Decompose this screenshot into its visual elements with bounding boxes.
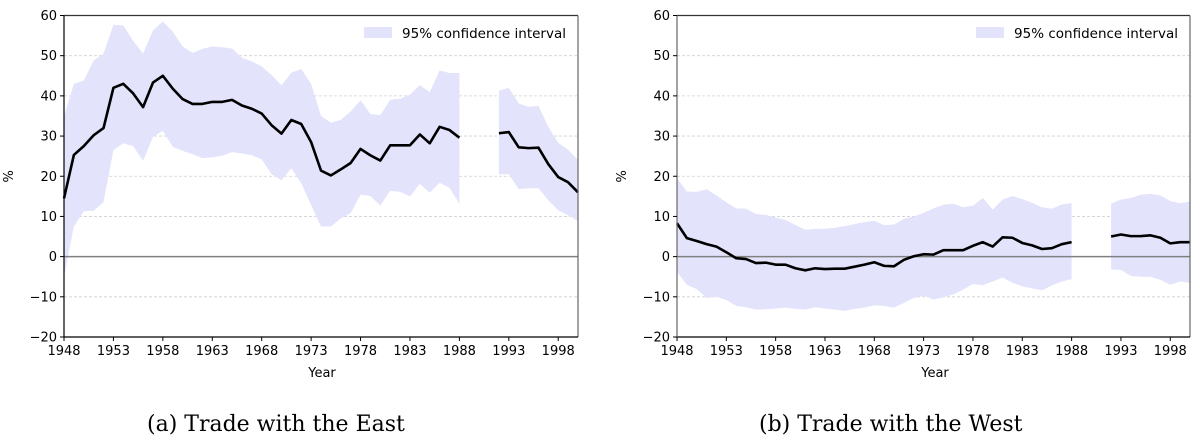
x-tick-label: 1948	[47, 344, 80, 359]
x-tick-label: 1968	[245, 344, 278, 359]
y-tick-label: −10	[643, 290, 670, 305]
x-tick-label: 1973	[907, 344, 940, 359]
estimate-line	[1110, 233, 1190, 245]
y-tick-label: 60	[40, 9, 57, 24]
y-tick-label: 40	[40, 89, 57, 104]
y-tick-label: 10	[40, 210, 57, 225]
y-tick-label: 60	[653, 9, 670, 24]
x-tick-label: 1978	[344, 344, 377, 359]
x-tick-label: 1978	[956, 344, 989, 359]
y-tick-label: 30	[40, 130, 57, 145]
confidence-band	[498, 87, 578, 222]
y-tick-label: 10	[653, 210, 670, 225]
x-tick-label: 1958	[759, 344, 792, 359]
y-tick-label: 0	[49, 250, 57, 265]
x-tick-label: 1998	[1154, 344, 1187, 359]
caption-west: (b) Trade with the West	[759, 412, 1023, 437]
panel-west: −20 −10 0 10 20 30 40 50 60 1948 1953 1958 1963 1968 1…	[615, 9, 1191, 381]
y-axis-title: %	[615, 170, 630, 182]
y-tick-label: 0	[662, 250, 670, 265]
y-tick-label: −10	[30, 290, 57, 305]
x-tick-label: 1988	[443, 344, 476, 359]
y-tick-label: −20	[30, 331, 57, 346]
legend-swatch	[976, 27, 1005, 38]
y-axis-title: %	[2, 170, 17, 182]
x-tick-label: 1983	[1006, 344, 1039, 359]
legend-label: 95% confidence interval	[1014, 26, 1178, 42]
estimate-line	[62, 74, 461, 199]
x-tick-label: 1958	[146, 344, 179, 359]
confidence-band	[1111, 193, 1190, 285]
panel-east: −20 −10 0 10 20 30 40 50 60 1948 1953 1958 1963 1968 1…	[2, 9, 579, 381]
x-tick-label: 1993	[492, 344, 525, 359]
legend-label: 95% confidence interval	[402, 26, 566, 42]
y-tick-label: 40	[653, 89, 670, 104]
x-axis-title: Year	[307, 366, 336, 381]
x-tick-label: 1963	[808, 344, 841, 359]
x-axis-title: Year	[920, 366, 949, 381]
x-tick-label: 1993	[1104, 344, 1137, 359]
x-tick-label: 1973	[295, 344, 328, 359]
x-tick-label: 1963	[196, 344, 229, 359]
caption-east: (a) Trade with the East	[147, 412, 405, 437]
x-tick-label: 1948	[660, 344, 693, 359]
x-tick-label: 1953	[97, 344, 130, 359]
x-tick-label: 1998	[542, 344, 575, 359]
x-tick-label: 1953	[710, 344, 743, 359]
y-tick-label: 50	[40, 49, 57, 64]
y-tick-label: 20	[40, 170, 57, 185]
y-tick-label: −20	[643, 331, 670, 346]
y-tick-label: 50	[653, 49, 670, 64]
legend-swatch	[364, 27, 393, 38]
y-tick-label: 20	[653, 170, 670, 185]
estimate-line	[498, 130, 579, 194]
x-tick-label: 1983	[393, 344, 426, 359]
x-tick-label: 1988	[1055, 344, 1088, 359]
confidence-band	[677, 178, 1072, 311]
y-tick-label: 30	[653, 130, 670, 145]
x-tick-label: 1968	[858, 344, 891, 359]
estimate-line	[675, 222, 1072, 272]
confidence-band	[64, 21, 460, 277]
